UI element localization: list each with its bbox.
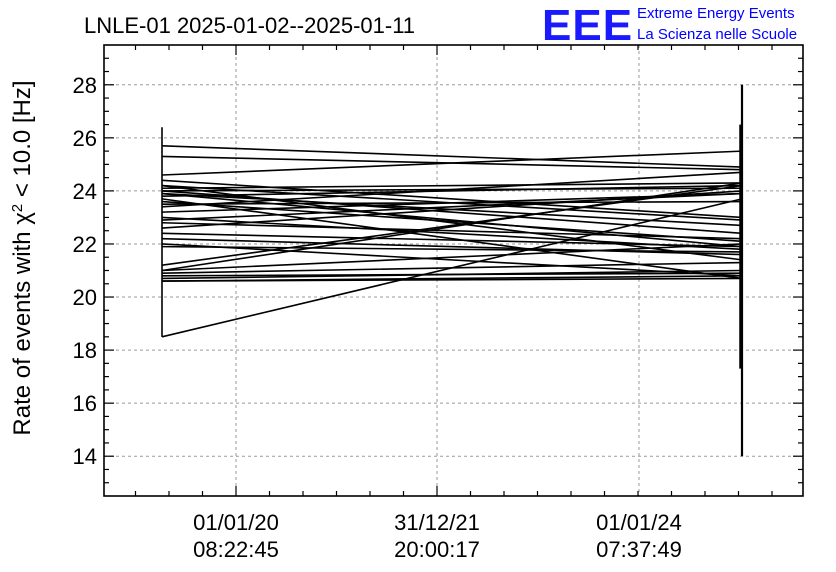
- series-segment-9: [161, 200, 743, 243]
- axis-ticks: [104, 45, 803, 496]
- series-segment-3: [161, 179, 743, 219]
- y-tick-label-3: 20: [73, 285, 97, 310]
- series-segment-2: [161, 150, 743, 176]
- series-segment-15: [161, 232, 743, 248]
- series-segment-16: [161, 237, 743, 256]
- series-segment-18: [161, 243, 743, 272]
- series-segment-8: [161, 184, 743, 198]
- series-segment-28: [161, 184, 743, 266]
- y-tick-label-1: 16: [73, 391, 97, 416]
- x-tick-label-time-0: 08:22:45: [193, 537, 279, 562]
- series-segment-23: [161, 275, 743, 282]
- data-series: [161, 84, 744, 457]
- y-tick-label-6: 26: [73, 126, 97, 151]
- series-segment-13: [161, 221, 743, 240]
- logo-line-2: La Scienza nelle Scuole: [637, 26, 797, 43]
- y-axis-label: Rate of events with χ2 < 10.0 [Hz]: [9, 80, 37, 435]
- y-tick-label-4: 22: [73, 232, 97, 257]
- logo-line-1: Extreme Energy Events: [637, 5, 795, 22]
- series-segment-5: [161, 182, 743, 190]
- y-tick-label-0: 14: [73, 444, 97, 469]
- series-segment-25: [161, 184, 743, 261]
- series-segment-30: [161, 187, 743, 192]
- x-tick-label-date-0: 01/01/20: [193, 510, 279, 535]
- y-axis-label-prefix: Rate of events with χ: [9, 212, 36, 436]
- y-tick-label-5: 24: [73, 179, 97, 204]
- x-tick-label-time-1: 20:00:17: [394, 537, 480, 562]
- y-tick-label-7: 28: [73, 73, 97, 98]
- eee-logo: EEE Extreme Energy Events La Scienza nel…: [542, 1, 797, 50]
- y-axis-label-suffix: < 10.0 [Hz]: [9, 80, 36, 203]
- series-segment-31: [161, 200, 743, 205]
- series-segment-27: [161, 243, 743, 277]
- series-segment-26: [161, 198, 743, 280]
- x-tick-label-date-2: 01/01/24: [596, 510, 682, 535]
- series-segment-7: [161, 192, 743, 248]
- chart-title: LNLE-01 2025-01-02--2025-01-11: [84, 13, 415, 38]
- series-segment-33: [161, 192, 743, 227]
- y-tick-label-2: 18: [73, 338, 97, 363]
- logo-mark: EEE: [542, 1, 633, 50]
- series-segment-17: [161, 245, 743, 253]
- series-segment-32: [161, 192, 743, 221]
- series-segment-24: [161, 198, 743, 338]
- series-segment-21: [161, 269, 743, 280]
- y-tick-labels: 14 16 18 20 22 24 26 28: [73, 73, 97, 469]
- y-axis-label-sup: 2: [9, 204, 26, 212]
- x-tick-label-date-1: 31/12/21: [394, 510, 480, 535]
- x-tick-label-time-2: 07:37:49: [596, 537, 682, 562]
- series-segment-0: [161, 145, 743, 168]
